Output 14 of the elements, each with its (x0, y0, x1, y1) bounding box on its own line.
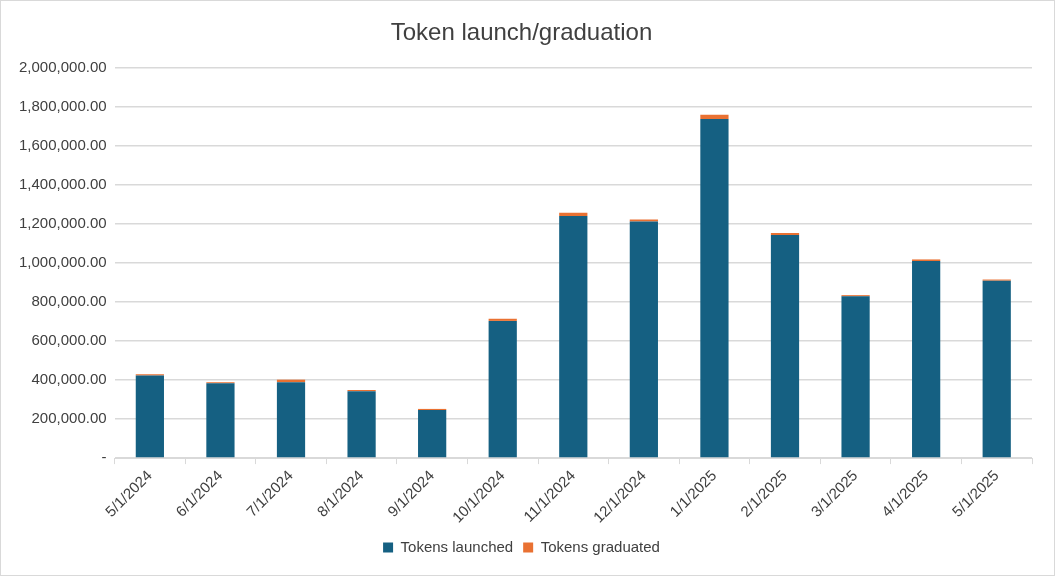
y-tick-label: - (101, 448, 107, 466)
legend-label: Tokens launched (400, 537, 514, 555)
y-tick-label: 1,400,000.00 (18, 175, 107, 193)
y-tick-label: 1,600,000.00 (18, 136, 107, 153)
y-tick-label: 800,000.00 (31, 292, 107, 310)
y-tick-label: 1,800,000.00 (18, 96, 107, 114)
y-tick-label: 200,000.00 (31, 409, 107, 427)
y-tick-label: 400,000.00 (31, 370, 107, 388)
chart-title: Token launch/graduation (390, 18, 653, 46)
y-tick-label: 1,000,000.00 (18, 253, 107, 271)
legend-label: Tokens graduated (540, 537, 660, 555)
y-tick-label: 1,200,000.00 (18, 214, 107, 232)
y-tick-label: 600,000.00 (31, 331, 107, 349)
y-tick-label: 2,000,000.00 (18, 57, 107, 75)
